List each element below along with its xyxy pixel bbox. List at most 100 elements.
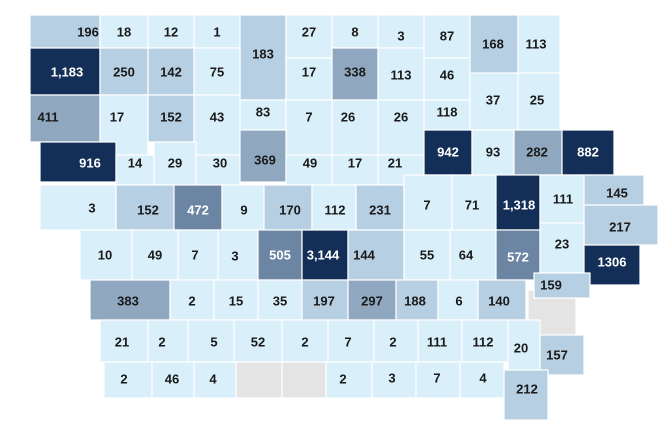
county-region bbox=[239, 99, 287, 131]
county-value-label: 37 bbox=[486, 93, 500, 108]
county-value-label: 282 bbox=[526, 145, 548, 160]
county-region bbox=[423, 57, 471, 101]
county-region bbox=[311, 184, 357, 231]
county-region bbox=[29, 94, 101, 143]
county-value-label: 52 bbox=[251, 335, 265, 350]
county-region bbox=[517, 72, 561, 131]
county-region bbox=[495, 174, 541, 231]
county-value-label: 43 bbox=[210, 110, 224, 125]
county-value-label: 183 bbox=[252, 47, 274, 62]
county-region bbox=[373, 319, 419, 363]
county-value-label: 1,183 bbox=[51, 65, 84, 80]
county-region bbox=[257, 279, 303, 321]
county-value-label: 112 bbox=[473, 335, 494, 350]
county-value-label: 83 bbox=[256, 105, 270, 120]
county-region bbox=[147, 47, 195, 96]
county-value-label: 1 bbox=[213, 25, 220, 40]
county-value-label: 170 bbox=[279, 203, 301, 218]
county-region bbox=[461, 319, 509, 363]
county-region bbox=[281, 319, 329, 363]
county-value-label: 472 bbox=[187, 203, 209, 218]
county-value-label: 2 bbox=[339, 372, 346, 387]
county-region bbox=[177, 229, 219, 281]
county-value-label: 35 bbox=[273, 294, 287, 309]
county-region bbox=[173, 184, 223, 231]
county-region bbox=[153, 141, 197, 186]
county-value-label: 71 bbox=[465, 198, 479, 213]
county-region bbox=[331, 47, 379, 101]
county-region bbox=[103, 361, 153, 399]
county-value-label: 145 bbox=[606, 186, 628, 201]
county-value-label: 338 bbox=[344, 65, 366, 80]
county-value-label: 7 bbox=[305, 110, 312, 125]
county-value-label: 18 bbox=[117, 25, 131, 40]
county-value-label: 250 bbox=[113, 65, 135, 80]
county-region bbox=[147, 319, 189, 363]
county-value-label: 144 bbox=[353, 248, 375, 263]
county-value-label: 3 bbox=[388, 371, 395, 386]
county-nodata-0 bbox=[235, 361, 283, 399]
county-value-label: 3 bbox=[397, 29, 404, 44]
county-value-label: 4 bbox=[209, 372, 217, 387]
county-value-label: 2 bbox=[120, 372, 127, 387]
county-value-label: 17 bbox=[302, 65, 316, 80]
county-region bbox=[39, 141, 117, 183]
county-region bbox=[89, 279, 171, 321]
county-region bbox=[151, 361, 195, 399]
county-region bbox=[415, 361, 461, 399]
county-value-label: 152 bbox=[160, 110, 182, 125]
county-value-label: 188 bbox=[404, 294, 426, 309]
county-shapes bbox=[29, 14, 659, 421]
county-region bbox=[423, 99, 471, 131]
county-value-label: 1,318 bbox=[503, 198, 536, 213]
county-value-label: 113 bbox=[391, 68, 412, 83]
county-region bbox=[301, 229, 349, 281]
county-region bbox=[395, 279, 439, 321]
county-region bbox=[417, 319, 463, 363]
county-region bbox=[99, 47, 149, 96]
county-region bbox=[517, 14, 561, 74]
county-region bbox=[233, 319, 283, 363]
county-value-label: 882 bbox=[577, 145, 599, 160]
county-value-label: 20 bbox=[514, 341, 528, 356]
county-value-label: 14 bbox=[128, 156, 143, 171]
county-value-label: 159 bbox=[540, 278, 562, 293]
county-value-label: 118 bbox=[437, 105, 458, 120]
county-value-label: 5 bbox=[210, 335, 217, 350]
county-value-label: 49 bbox=[303, 156, 317, 171]
county-value-label: 10 bbox=[98, 248, 112, 263]
county-region bbox=[495, 229, 541, 281]
county-value-label: 46 bbox=[165, 372, 179, 387]
county-region bbox=[539, 222, 585, 274]
county-region bbox=[423, 14, 471, 59]
county-region bbox=[263, 184, 313, 231]
county-value-label: 505 bbox=[269, 248, 291, 263]
county-nodata-1 bbox=[281, 361, 327, 399]
county-region bbox=[459, 361, 505, 399]
county-value-label: 196 bbox=[77, 25, 99, 40]
county-value-label: 217 bbox=[609, 220, 631, 235]
county-value-label: 3 bbox=[88, 201, 95, 216]
county-region bbox=[193, 94, 241, 156]
county-value-label: 46 bbox=[440, 68, 454, 83]
county-region bbox=[285, 99, 333, 156]
county-value-label: 197 bbox=[313, 294, 335, 309]
county-region bbox=[539, 334, 585, 376]
county-value-label: 2 bbox=[188, 294, 195, 309]
county-region bbox=[285, 57, 333, 101]
county-region bbox=[437, 279, 479, 321]
county-value-label: 21 bbox=[388, 156, 402, 171]
county-region bbox=[539, 174, 585, 224]
county-region bbox=[533, 272, 591, 299]
county-value-label: 6 bbox=[455, 294, 462, 309]
county-region bbox=[221, 184, 265, 231]
county-value-label: 111 bbox=[553, 192, 573, 207]
county-value-label: 15 bbox=[229, 294, 243, 309]
county-region bbox=[403, 174, 453, 231]
county-value-label: 152 bbox=[137, 203, 159, 218]
county-region bbox=[193, 361, 237, 399]
county-region bbox=[325, 361, 373, 399]
county-value-label: 7 bbox=[423, 198, 430, 213]
county-region bbox=[377, 47, 425, 101]
county-region bbox=[195, 154, 241, 186]
